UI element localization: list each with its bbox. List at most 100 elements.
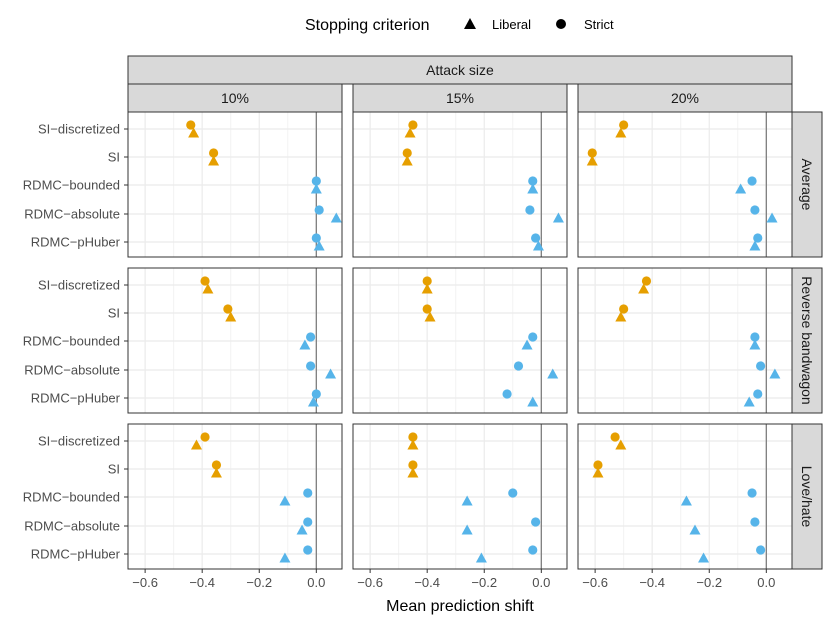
x-tick-label: −0.2 (471, 575, 497, 590)
method-label: RDMC−absolute (24, 519, 120, 534)
column-strip-label: 10% (221, 90, 249, 106)
point-strict (200, 276, 210, 286)
point-strict (750, 205, 760, 215)
point-liberal (527, 396, 539, 407)
method-label: RDMC−absolute (24, 363, 120, 378)
point-strict (750, 517, 760, 527)
point-strict (528, 545, 538, 555)
panel-border (352, 267, 568, 414)
legend-circle-marker (556, 19, 566, 29)
point-liberal (330, 212, 342, 223)
point-strict (747, 176, 757, 186)
point-strict (408, 120, 418, 130)
method-label: SI−discretized (38, 434, 120, 449)
point-strict (422, 276, 432, 286)
point-liberal (769, 368, 781, 379)
point-strict (508, 488, 518, 498)
point-liberal (210, 467, 222, 478)
panel (352, 267, 568, 414)
point-strict (303, 488, 313, 498)
point-strict (753, 233, 763, 243)
panel-border (577, 111, 793, 258)
point-liberal (208, 155, 220, 166)
method-label: RDMC−pHuber (31, 547, 121, 562)
point-strict (513, 361, 524, 371)
point-strict (756, 545, 766, 555)
point-liberal (552, 212, 564, 223)
column-strip-label: 20% (671, 90, 699, 106)
point-strict (753, 389, 763, 399)
x-tick-label: −0.4 (189, 575, 215, 590)
method-label: SI−discretized (38, 278, 120, 293)
point-liberal (749, 240, 761, 251)
point-liberal (615, 439, 627, 450)
column-strip-label: 15% (446, 90, 474, 106)
panel-border (577, 423, 793, 570)
panel (352, 111, 568, 258)
point-strict (408, 460, 418, 470)
legend-label-strict: Strict (584, 17, 614, 32)
row-strip (791, 111, 823, 258)
point-strict (223, 304, 233, 314)
point-liberal (680, 495, 692, 506)
point-liberal (615, 127, 627, 138)
point-liberal (743, 396, 755, 407)
point-strict (610, 432, 620, 442)
point-liberal (461, 495, 473, 506)
point-strict (502, 389, 512, 399)
panels: 10% 15% 20% Average Reverse bandwagon Love/ha… (127, 83, 823, 570)
point-strict (619, 304, 629, 314)
point-liberal (307, 396, 319, 407)
point-liberal (407, 467, 419, 478)
point-liberal (325, 368, 337, 379)
panel-border (352, 111, 568, 258)
method-label: RDMC−bounded (23, 490, 120, 505)
point-strict (531, 517, 541, 527)
x-tick-label: −0.6 (582, 575, 608, 590)
legend-title: Stopping criterion (305, 17, 430, 34)
column-group-strip: Attack size (127, 55, 793, 85)
point-liberal (735, 183, 747, 194)
point-strict (641, 276, 652, 286)
point-strict (402, 148, 412, 158)
legend-triangle-marker (464, 18, 476, 29)
x-tick-label: −0.4 (639, 575, 665, 590)
panel (127, 267, 343, 414)
panel (577, 267, 793, 414)
panel-border (577, 267, 793, 414)
x-tick-label: −0.2 (696, 575, 722, 590)
point-liberal (749, 339, 761, 350)
panel-border (352, 423, 568, 570)
point-strict (306, 332, 316, 342)
point-strict (593, 460, 603, 470)
point-liberal (190, 439, 202, 450)
point-liberal (279, 495, 291, 506)
x-tick-label: −0.6 (132, 575, 158, 590)
method-label: RDMC−bounded (23, 334, 120, 349)
point-liberal (638, 283, 650, 294)
point-strict (306, 361, 316, 371)
x-tick-label: 0.0 (307, 575, 325, 590)
x-tick-label: −0.6 (357, 575, 383, 590)
point-strict (311, 176, 321, 186)
point-liberal (279, 552, 291, 563)
row-strip-label: Love/hate (799, 466, 815, 528)
point-strict (303, 545, 313, 555)
point-liberal (404, 127, 416, 138)
method-label: SI (108, 306, 120, 321)
x-axis: −0.6 −0.4 −0.2 0.0 −0.6 −0.4 −0.2 0.0 −0.6 −0.4 −0… (132, 569, 775, 590)
legend-label-liberal: Liberal (492, 17, 531, 32)
point-strict (408, 432, 418, 442)
method-label: SI−discretized (38, 122, 120, 137)
panel (127, 111, 343, 258)
point-liberal (313, 240, 325, 251)
method-label: SI (108, 150, 120, 165)
method-label: RDMC−pHuber (31, 391, 121, 406)
point-strict (747, 488, 757, 498)
point-strict (756, 361, 766, 371)
point-liberal (532, 240, 544, 251)
column-group-label: Attack size (426, 62, 494, 78)
x-axis-title: Mean prediction shift (386, 598, 534, 615)
x-tick-label: −0.4 (414, 575, 440, 590)
